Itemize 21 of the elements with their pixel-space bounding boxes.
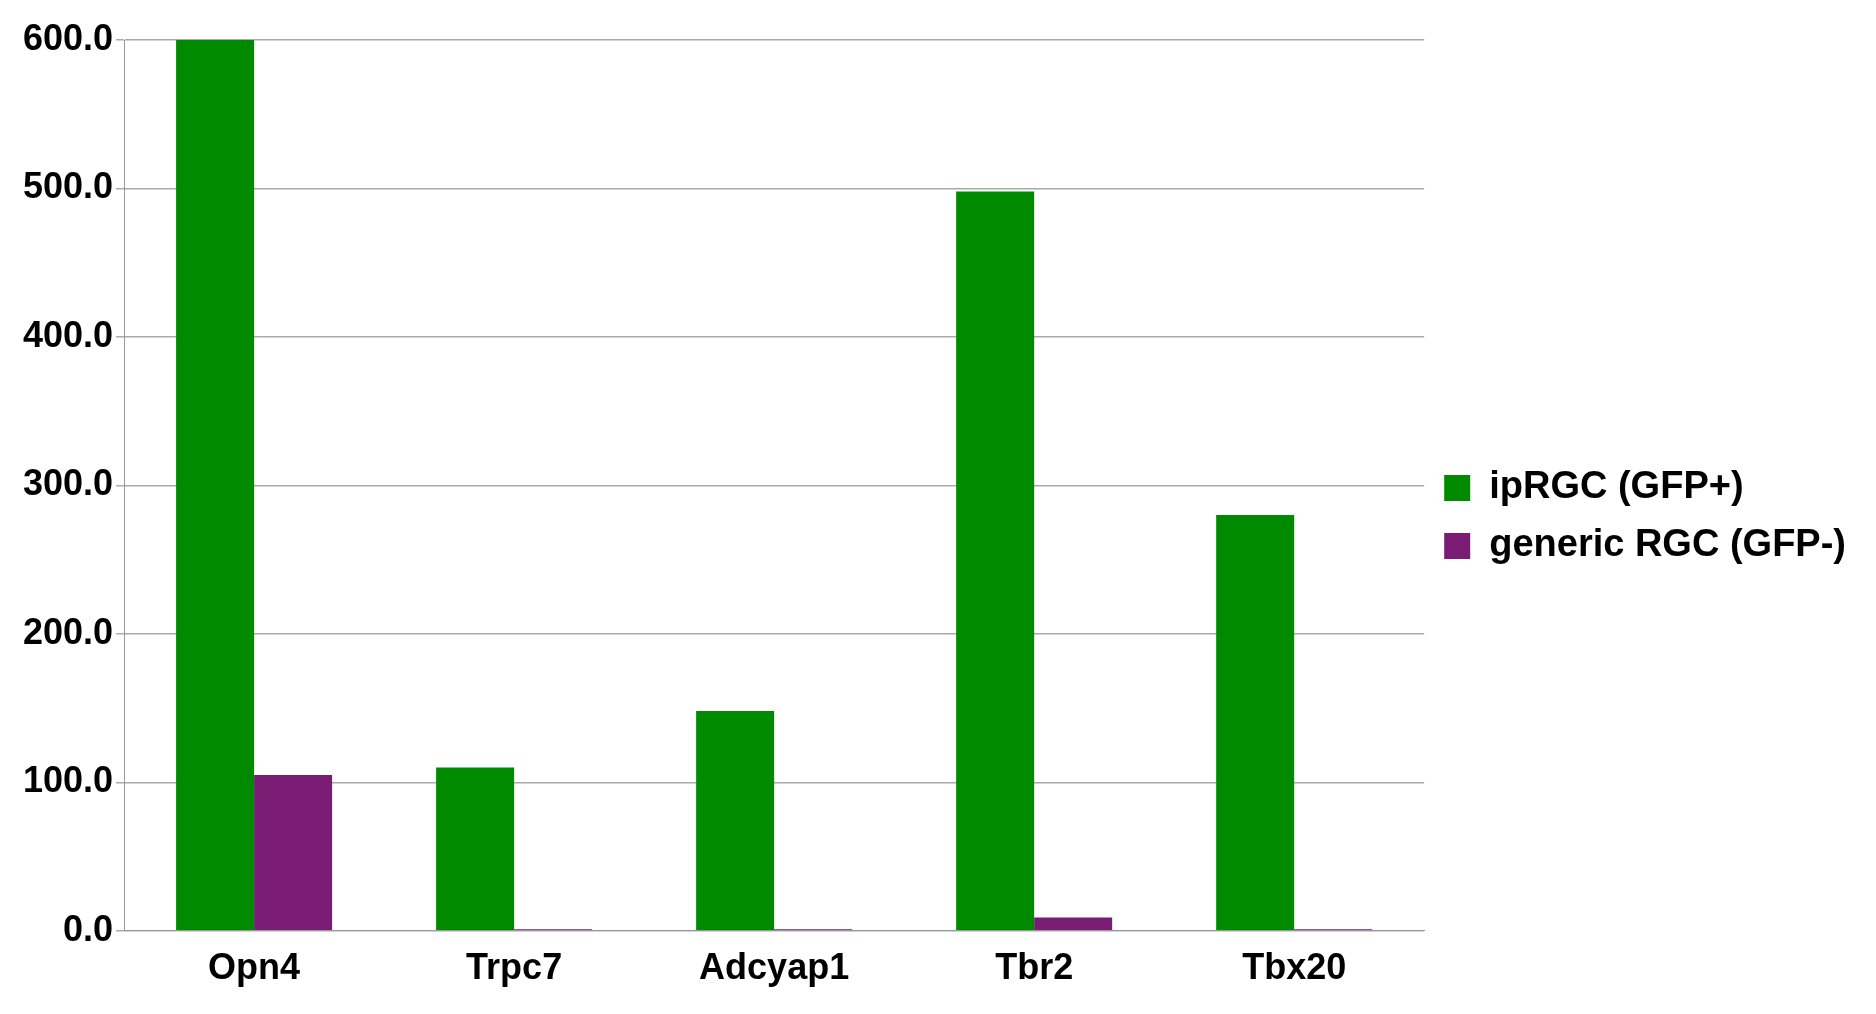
y-tick-label: 0.0 — [63, 907, 114, 949]
bar — [436, 767, 515, 931]
y-tick-label: 100.0 — [22, 759, 114, 801]
bar — [696, 711, 775, 931]
legend-label: ipRGC (GFP+) — [1489, 464, 1744, 507]
bar — [1034, 917, 1113, 931]
x-tick-label: Adcyap1 — [699, 946, 850, 988]
bar — [956, 191, 1035, 931]
y-tick-label: 300.0 — [22, 462, 114, 504]
y-tick-label: 400.0 — [22, 313, 114, 355]
bar — [1216, 515, 1295, 931]
y-tick-label: 500.0 — [22, 165, 114, 207]
bar — [176, 40, 255, 931]
y-tick-label: 600.0 — [22, 16, 114, 58]
x-tick-label: Trpc7 — [466, 946, 563, 988]
x-tick-label: Opn4 — [208, 946, 301, 988]
x-tick-label: Tbx20 — [1242, 946, 1347, 988]
legend-label: generic RGC (GFP-) — [1489, 522, 1847, 565]
bar — [254, 774, 333, 931]
x-tick-label: Tbr2 — [995, 946, 1074, 988]
y-tick-label: 200.0 — [22, 610, 114, 652]
